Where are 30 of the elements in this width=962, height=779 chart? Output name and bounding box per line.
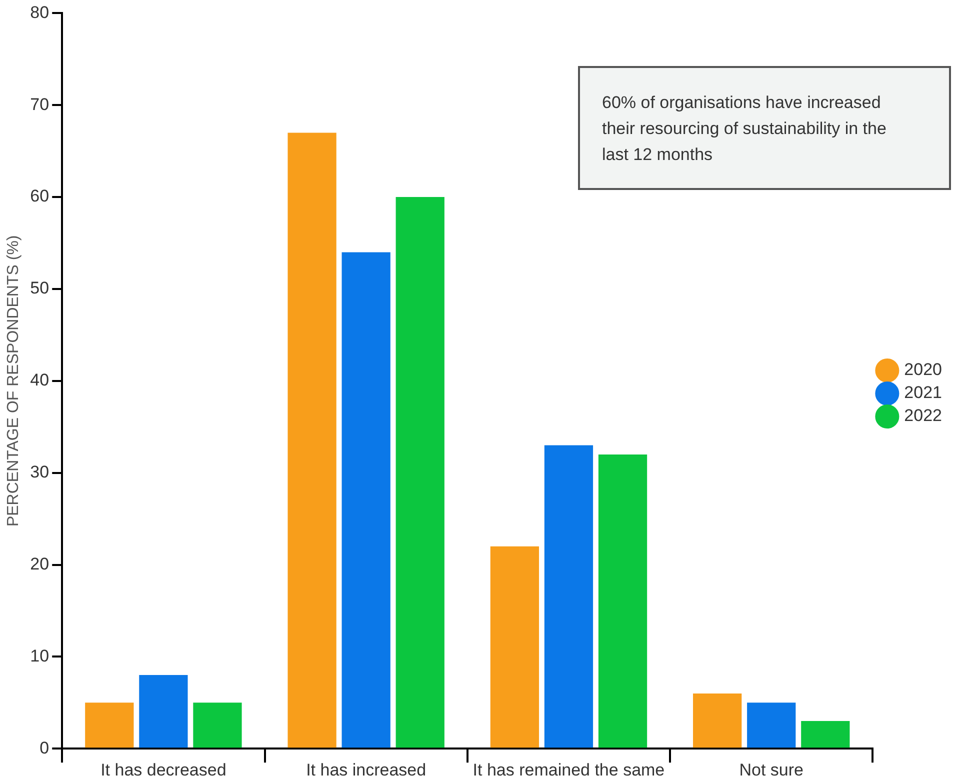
text-box: 60% of organisations have increased their resourcing of sustainability in the last 12 months bbox=[578, 66, 951, 190]
bar bbox=[747, 702, 796, 748]
bar bbox=[598, 454, 648, 748]
y-tick-label: 30 bbox=[30, 462, 50, 482]
y-tick-label: 0 bbox=[40, 738, 50, 758]
bar bbox=[396, 197, 444, 748]
x-tick-label: It has remained the same bbox=[472, 760, 665, 779]
bar bbox=[139, 675, 188, 748]
bar bbox=[193, 702, 242, 748]
bar bbox=[342, 252, 390, 748]
legend-label: 2021 bbox=[904, 383, 942, 402]
bar bbox=[85, 702, 134, 748]
y-axis-title: PERCENTAGE OF RESPONDENTS (%) bbox=[5, 235, 22, 527]
y-tick-label: 70 bbox=[30, 94, 50, 114]
legend-label: 2022 bbox=[904, 406, 942, 426]
y-tick-label: 10 bbox=[30, 646, 50, 666]
bar bbox=[544, 445, 594, 748]
y-tick-label: 40 bbox=[30, 370, 50, 390]
y-tick-label: 20 bbox=[30, 554, 50, 574]
x-tick-label: It has increased bbox=[306, 760, 426, 779]
bar bbox=[693, 693, 742, 748]
x-tick-label: It has decreased bbox=[100, 760, 226, 779]
bar bbox=[490, 546, 539, 748]
x-tick-label: Not sure bbox=[739, 760, 804, 779]
bar bbox=[801, 721, 850, 748]
y-tick-label: 50 bbox=[30, 278, 50, 298]
legend-label: 2020 bbox=[904, 360, 942, 380]
bar bbox=[288, 132, 336, 748]
y-tick-label: 80 bbox=[30, 2, 50, 22]
y-tick-label: 60 bbox=[30, 186, 50, 206]
